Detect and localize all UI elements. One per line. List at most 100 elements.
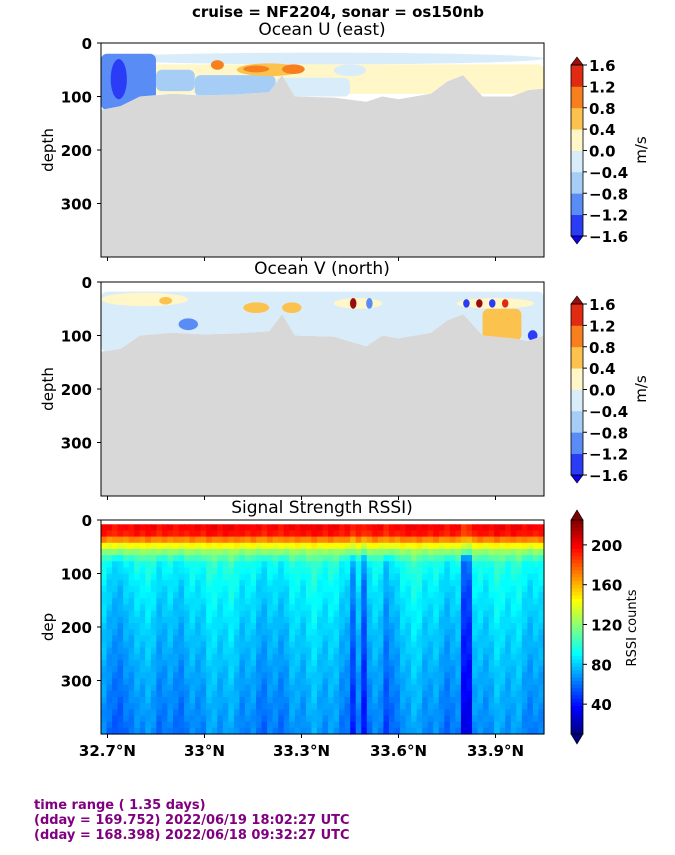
rssi-cell: [477, 524, 484, 532]
rssi-cell: [366, 653, 373, 661]
rssi-cell: [278, 555, 285, 562]
rssi-cell: [222, 659, 229, 667]
colorbar-band: [571, 552, 583, 557]
rssi-cell: [394, 561, 401, 569]
rssi-cell: [422, 598, 429, 606]
rssi-cell: [494, 598, 501, 606]
rssi-cell: [134, 524, 141, 532]
rssi-cell: [444, 524, 451, 532]
rssi-cell: [460, 629, 468, 636]
rssi-cell: [333, 666, 340, 673]
rssi-cell: [405, 666, 412, 673]
rssi-cell: [211, 579, 218, 587]
rssi-cell: [222, 666, 229, 673]
colorbar-tick-label: 1.2: [589, 78, 616, 96]
rssi-cell: [184, 548, 191, 556]
rssi-cell: [156, 635, 163, 643]
rssi-cell: [167, 727, 174, 735]
rssi-cell: [239, 616, 246, 624]
rssi-cell: [538, 672, 545, 680]
rssi-cell: [145, 641, 152, 649]
rssi-cell: [339, 647, 346, 655]
rssi-cell: [433, 672, 440, 680]
rssi-cell: [372, 598, 379, 606]
rssi-cell: [527, 647, 534, 655]
rssi-cell: [289, 573, 296, 581]
rssi-cell: [172, 721, 180, 729]
rssi-cell: [101, 635, 108, 643]
rssi-cell: [294, 678, 301, 686]
rssi-cell: [472, 573, 479, 581]
rssi-cell: [477, 530, 484, 538]
rssi-cell: [233, 666, 241, 673]
rssi-cell: [139, 598, 146, 606]
rssi-cell: [217, 684, 224, 692]
rssi-cell: [427, 659, 434, 667]
rssi-cell: [466, 703, 473, 710]
rssi-cell: [217, 703, 224, 710]
rssi-cell: [521, 635, 528, 643]
rssi-cell: [366, 561, 373, 569]
rssi-cell: [388, 635, 396, 643]
rssi-cell: [416, 727, 423, 735]
rssi-cell: [311, 585, 318, 593]
colorbar-band: [571, 627, 583, 632]
rssi-cell: [361, 585, 368, 593]
rssi-cell: [383, 703, 390, 710]
rssi-cell: [167, 610, 174, 618]
rssi-cell: [521, 666, 528, 673]
rssi-cell: [483, 536, 490, 544]
rssi-cell: [427, 635, 434, 643]
rssi-cell: [195, 690, 202, 698]
rssi-cell: [377, 524, 385, 532]
rssi-cell: [134, 647, 141, 655]
rssi-cell: [377, 635, 385, 643]
rssi-cell: [267, 561, 274, 569]
colorbar-band: [571, 537, 583, 542]
rssi-cell: [521, 721, 528, 729]
rssi-cell: [427, 709, 434, 717]
rssi-cell: [156, 530, 163, 538]
rssi-cell: [416, 672, 423, 680]
rssi-cell: [211, 641, 218, 649]
rssi-cell: [355, 592, 362, 599]
rssi-cell: [316, 561, 324, 569]
rssi-cell: [283, 703, 290, 710]
rssi-cell: [239, 542, 246, 550]
rssi-cell: [510, 555, 517, 562]
rssi-cell: [200, 666, 207, 673]
rssi-cell: [150, 629, 157, 636]
rssi-cell: [167, 647, 174, 655]
rssi-cell: [377, 548, 385, 556]
colorbar-tick-label: 1.6: [589, 57, 616, 75]
rssi-cell: [427, 524, 434, 532]
rssi-cell: [328, 659, 335, 667]
rssi-cell: [178, 548, 185, 556]
rssi-cell: [488, 678, 495, 686]
rssi-cell: [532, 659, 540, 667]
rssi-cell: [101, 653, 108, 661]
rssi-cell: [416, 561, 423, 569]
rssi-cell: [516, 604, 523, 612]
rssi-cell: [167, 696, 174, 704]
rssi-cell: [289, 727, 296, 735]
rssi-cell: [494, 641, 501, 649]
rssi-cell: [400, 598, 407, 606]
rssi-cell: [139, 573, 146, 581]
rssi-cell: [494, 635, 501, 643]
rssi-cell: [322, 555, 329, 562]
rssi-cell: [278, 703, 285, 710]
rssi-cell: [449, 659, 456, 667]
rssi-cell: [322, 530, 329, 538]
rssi-cell: [510, 684, 517, 692]
rssi-cell: [244, 610, 252, 618]
rssi-cell: [521, 622, 528, 630]
rssi-cell: [172, 561, 180, 569]
rssi-cell: [311, 616, 318, 624]
rssi-cell: [123, 592, 130, 599]
rssi-cell: [494, 678, 501, 686]
rssi-cell: [316, 709, 324, 717]
rssi-cell: [455, 579, 462, 587]
rssi-cell: [377, 610, 385, 618]
